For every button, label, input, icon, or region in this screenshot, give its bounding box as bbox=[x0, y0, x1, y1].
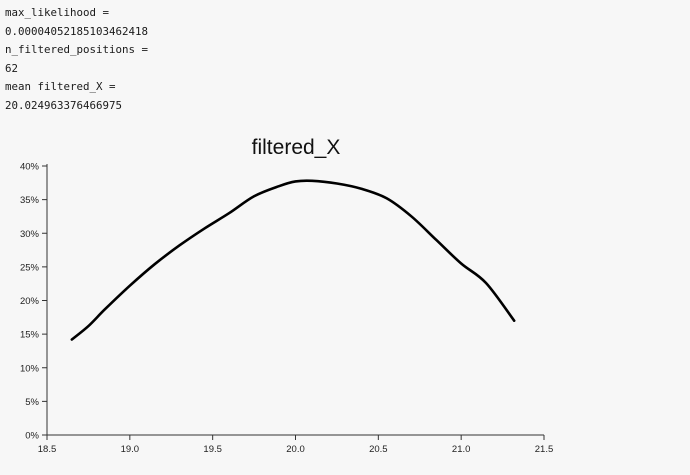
y-tick-label: 5% bbox=[25, 397, 39, 408]
chart-title: filtered_X bbox=[252, 136, 341, 159]
x-tick-label: 21.5 bbox=[535, 444, 554, 455]
output-line: max_likelihood = bbox=[5, 6, 110, 19]
output-line: 62 bbox=[5, 61, 19, 75]
series-line bbox=[70, 179, 516, 341]
output-line: mean filtered_X = bbox=[5, 80, 116, 94]
y-tick-label: 0% bbox=[25, 431, 39, 442]
output-line: n_filtered_positions = bbox=[5, 43, 149, 57]
x-tick-label: 19.0 bbox=[121, 444, 140, 455]
output-text: max_likelihood = 0.00004052185103462418 … bbox=[5, 4, 148, 116]
output-line: 0.00004052185103462418 bbox=[5, 24, 149, 38]
y-tick-label: 35% bbox=[20, 195, 40, 206]
x-tick-label: 18.5 bbox=[38, 444, 57, 455]
y-tick-label: 15% bbox=[20, 330, 40, 341]
x-tick-label: 20.5 bbox=[369, 444, 388, 455]
output-line: 20.024963376466975 bbox=[5, 98, 123, 112]
x-tick-label: 21.0 bbox=[452, 444, 471, 455]
x-tick-label: 20.0 bbox=[286, 444, 305, 455]
y-tick-label: 30% bbox=[20, 229, 40, 240]
y-tick-label: 20% bbox=[20, 296, 40, 307]
y-tick-label: 10% bbox=[20, 363, 40, 374]
y-tick-label: 25% bbox=[20, 262, 40, 273]
y-tick-label: 40% bbox=[20, 162, 40, 173]
x-tick-label: 19.5 bbox=[203, 444, 222, 455]
